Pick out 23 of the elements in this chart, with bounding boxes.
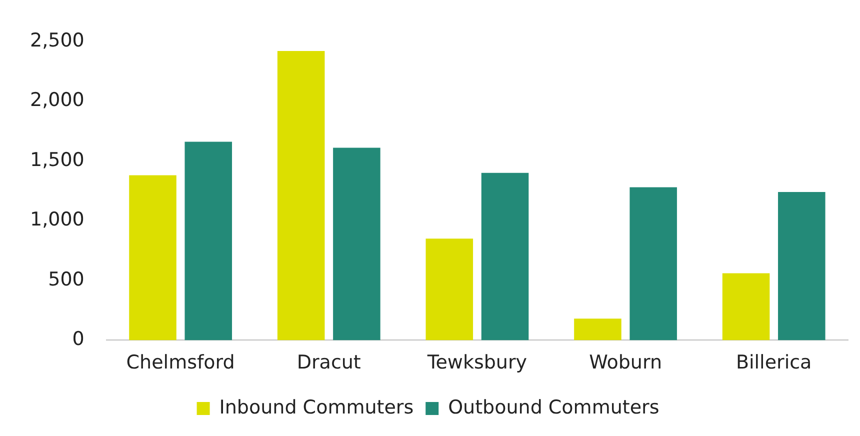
bar [426, 238, 474, 340]
legend-label: Outbound Commuters [448, 396, 660, 418]
bar [129, 175, 176, 340]
x-tick-label: Billerica [736, 352, 812, 374]
x-tick-label: Woburn [589, 352, 662, 374]
legend-label: Inbound Commuters [219, 396, 414, 418]
bar [778, 192, 826, 340]
bar [722, 273, 770, 340]
y-tick-label: 500 [48, 268, 84, 290]
y-tick-label: 0 [72, 328, 84, 350]
bar [277, 50, 325, 340]
x-tick-label: Dracut [296, 352, 361, 374]
x-tick-label: Tewksbury [426, 352, 528, 374]
y-tick-label: 1,000 [30, 208, 84, 231]
y-tick-label: 2,500 [30, 29, 84, 52]
bar [630, 187, 677, 340]
bar [574, 318, 622, 340]
bar [481, 172, 529, 340]
bar [184, 142, 232, 340]
y-tick-label: 1,500 [30, 148, 84, 171]
bar [333, 148, 380, 340]
x-tick-label: Chelmsford [126, 352, 235, 374]
y-tick-label: 2,000 [30, 89, 84, 112]
